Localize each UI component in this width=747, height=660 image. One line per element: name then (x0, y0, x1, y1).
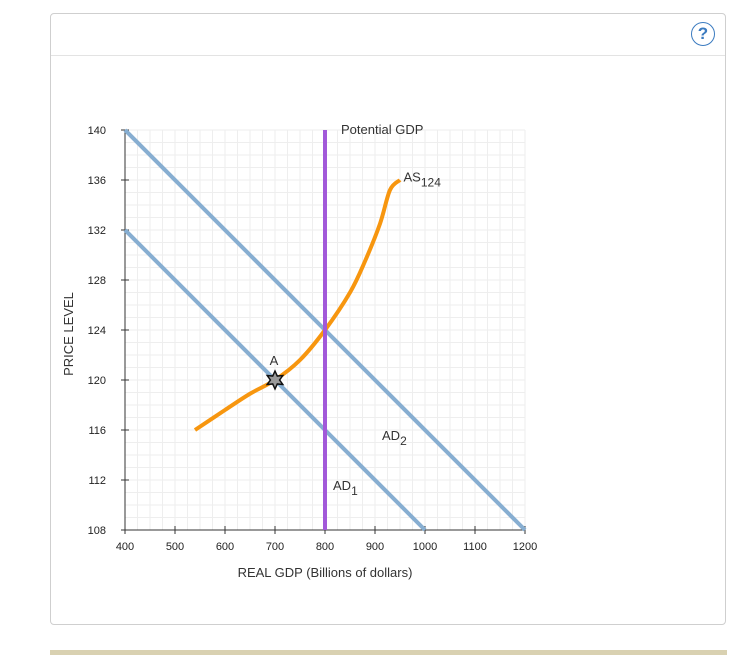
x-tick-label: 400 (116, 541, 134, 553)
x-tick-label: 500 (166, 541, 184, 553)
point-a-label: A (270, 353, 279, 368)
help-button[interactable]: ? (691, 22, 715, 46)
y-tick-label: 108 (88, 525, 106, 537)
x-tick-label: 1200 (513, 541, 537, 553)
chart-labels: Potential GDP AD1 AD2 AS124 A (265, 122, 442, 498)
potential-gdp-label: Potential GDP (341, 122, 423, 137)
y-tick-label: 132 (88, 225, 106, 237)
y-axis-title: PRICE LEVEL (61, 292, 76, 376)
ad1-label: AD1 (333, 478, 358, 498)
chart-axes: 400 500 600 700 800 900 1000 1100 1200 108 112 116 1… (61, 125, 537, 580)
point-a-marker (265, 369, 285, 391)
ad2-label: AD2 (382, 428, 407, 448)
y-tick-label: 124 (88, 325, 106, 337)
x-axis-title: REAL GDP (Billions of dollars) (238, 565, 413, 580)
bottom-divider-bar (50, 650, 727, 655)
y-tick-label: 116 (88, 425, 106, 437)
panel-header: ? (51, 14, 725, 56)
x-tick-label: 900 (366, 541, 384, 553)
as124-label: AS124 (404, 169, 442, 189)
y-tick-label: 120 (88, 375, 106, 387)
y-tick-label: 140 (88, 125, 106, 137)
y-tick-label: 128 (88, 275, 106, 287)
x-tick-label: 600 (216, 541, 234, 553)
y-tick-label: 112 (88, 475, 106, 487)
y-tick-label: 136 (88, 175, 106, 187)
x-tick-label: 800 (316, 541, 334, 553)
x-tick-label: 700 (266, 541, 284, 553)
x-tick-label: 1000 (413, 541, 437, 553)
x-tick-label: 1100 (463, 541, 487, 553)
